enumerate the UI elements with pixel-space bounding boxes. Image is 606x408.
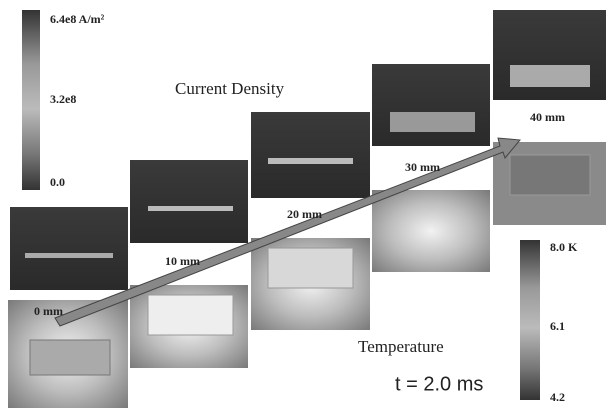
position-label: 30 mm: [405, 160, 440, 174]
position-label: 20 mm: [287, 207, 322, 221]
colorbar: [22, 10, 40, 190]
position-label: 10 mm: [165, 254, 200, 268]
colorbar-label: 6.1: [550, 319, 565, 333]
colorbar: [520, 240, 540, 400]
time-label: t = 2.0 ms: [395, 373, 483, 395]
position-label: 40 mm: [530, 110, 565, 124]
colorbar-label: 0.0: [50, 175, 65, 189]
colorbar-label: 8.0 K: [550, 240, 578, 254]
colorbar-label: 4.2: [550, 390, 565, 404]
colorbar-label: 6.4e8 A/m²: [50, 12, 105, 26]
figure: 6.4e8 A/m² 3.2e8 0.0 0 mm 10 mm 20 mm 30…: [0, 0, 606, 408]
colorbar-label: 3.2e8: [50, 92, 76, 106]
current-density-title: Current Density: [175, 79, 285, 98]
position-label: 0 mm: [34, 304, 63, 318]
temperature-title: Temperature: [358, 337, 444, 356]
